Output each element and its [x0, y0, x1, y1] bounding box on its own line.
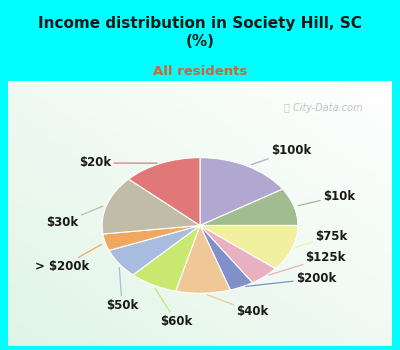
Text: > $200k: > $200k: [35, 244, 102, 273]
Wedge shape: [200, 225, 298, 269]
Wedge shape: [200, 225, 276, 283]
Wedge shape: [200, 158, 283, 225]
Text: $20k: $20k: [79, 156, 157, 169]
Text: $75k: $75k: [296, 230, 348, 247]
Wedge shape: [129, 158, 200, 225]
Text: All residents: All residents: [153, 65, 247, 78]
Text: $50k: $50k: [106, 268, 138, 312]
Wedge shape: [133, 225, 200, 291]
Text: $30k: $30k: [46, 206, 103, 229]
Wedge shape: [176, 225, 230, 293]
Text: $60k: $60k: [155, 288, 192, 328]
Wedge shape: [103, 225, 200, 251]
Text: $100k: $100k: [251, 145, 311, 165]
Text: Income distribution in Society Hill, SC
(%): Income distribution in Society Hill, SC …: [38, 16, 362, 49]
Wedge shape: [102, 179, 200, 234]
Text: $200k: $200k: [246, 272, 336, 286]
Wedge shape: [200, 189, 298, 225]
Text: ⓘ City-Data.com: ⓘ City-Data.com: [284, 104, 363, 113]
Text: $125k: $125k: [269, 251, 346, 275]
Text: $10k: $10k: [298, 190, 355, 205]
Wedge shape: [109, 225, 200, 275]
Text: $40k: $40k: [207, 295, 269, 318]
Wedge shape: [200, 225, 252, 290]
